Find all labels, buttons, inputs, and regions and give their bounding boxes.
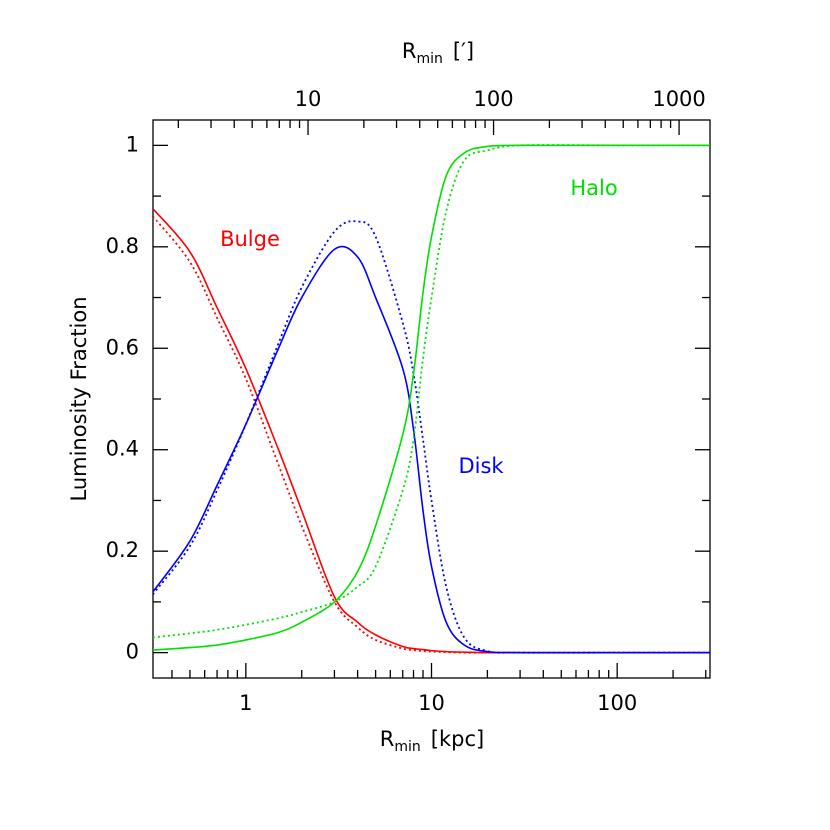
x-tick-label: 1	[239, 691, 252, 715]
series-line	[153, 220, 710, 654]
y-tick-label: 0.8	[106, 234, 139, 258]
y-tick-label: 0.2	[106, 538, 139, 562]
plot-frame	[152, 119, 711, 679]
x2-tick-label: 100	[474, 87, 514, 111]
series-line	[153, 245, 710, 654]
annotation: Halo	[570, 176, 617, 200]
y-axis-label: Luminosity Fraction	[67, 296, 91, 501]
x-axis-label-sub: min	[394, 739, 420, 755]
annotation: Bulge	[220, 227, 280, 251]
y-tick-label: 1	[126, 132, 139, 156]
y-tick-label: 0.4	[106, 437, 139, 461]
x-tick-label: 100	[597, 691, 637, 715]
y-tick-label: 0.6	[106, 335, 139, 359]
x2-axis-label-main: R	[402, 39, 417, 63]
series-line	[153, 208, 710, 654]
x2-axis-label-rest: [′]	[453, 39, 474, 63]
x-axis-label: Rmin [kpc]	[380, 727, 484, 755]
x-axis-label-main: R	[380, 727, 395, 751]
series-line	[153, 144, 710, 639]
series-line	[153, 215, 710, 654]
series-line	[153, 144, 710, 651]
x2-tick-label: 10	[295, 87, 322, 111]
x-tick-label: 10	[418, 691, 445, 715]
x2-axis-label: Rmin [′]	[402, 39, 474, 67]
x2-tick-label: 1000	[652, 87, 705, 111]
y-tick-label: 0	[126, 640, 139, 664]
x-axis-label-rest: [kpc]	[431, 727, 484, 751]
annotation: Disk	[458, 454, 504, 478]
x2-axis-label-sub: min	[417, 51, 443, 67]
